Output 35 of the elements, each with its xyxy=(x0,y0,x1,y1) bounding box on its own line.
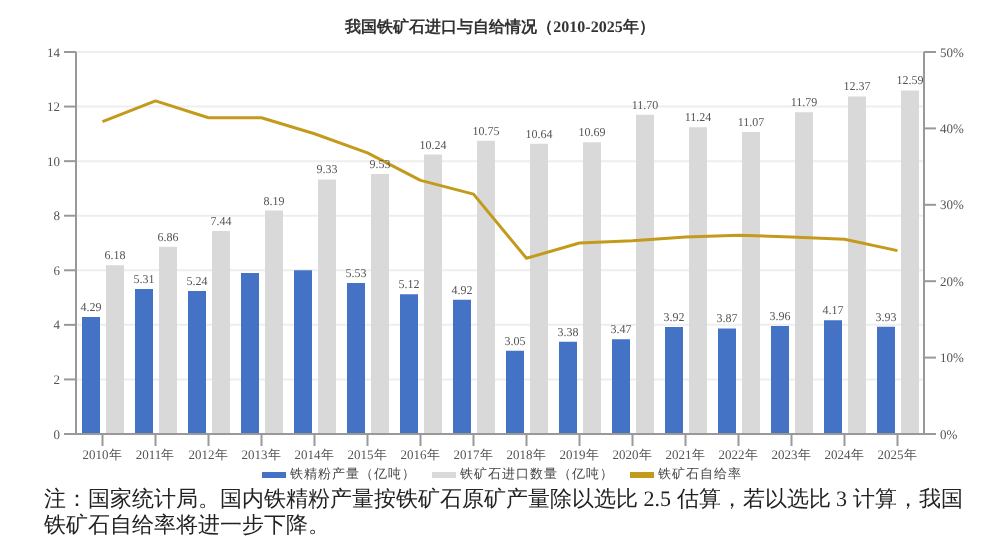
bar xyxy=(453,299,471,434)
bar xyxy=(265,210,283,434)
bar xyxy=(771,325,789,434)
bar xyxy=(848,96,866,434)
bar xyxy=(241,273,259,434)
bar xyxy=(742,131,760,434)
bar xyxy=(477,140,495,434)
bar xyxy=(689,127,707,434)
chart-title: 我国铁矿石进口与自给情况（2010-2025年） xyxy=(343,16,657,40)
bar xyxy=(371,173,389,434)
bar xyxy=(212,230,230,434)
bar xyxy=(294,270,312,434)
bar xyxy=(901,90,919,434)
bar xyxy=(135,289,153,434)
bar xyxy=(665,327,683,434)
bar xyxy=(583,142,601,434)
bar xyxy=(506,350,524,434)
bar xyxy=(530,143,548,434)
bar xyxy=(877,326,895,434)
bar xyxy=(424,154,442,434)
line-series xyxy=(101,99,899,260)
bar xyxy=(400,294,418,434)
bar xyxy=(559,341,577,434)
bar xyxy=(824,320,842,434)
text: 注：国家统计局。国内铁精粉产量按铁矿石原矿产量除以选比 2.5 估算，若以选比 3 计算，我国铁矿石自给率将进一步下降。 xyxy=(42,485,965,540)
bar xyxy=(347,283,365,434)
bar xyxy=(636,114,654,434)
bar xyxy=(795,112,813,434)
bar xyxy=(188,291,206,434)
bar xyxy=(82,316,100,434)
bar xyxy=(159,246,177,434)
bar xyxy=(318,179,336,434)
bar xyxy=(612,339,630,434)
bar xyxy=(718,328,736,434)
bar xyxy=(106,265,124,434)
